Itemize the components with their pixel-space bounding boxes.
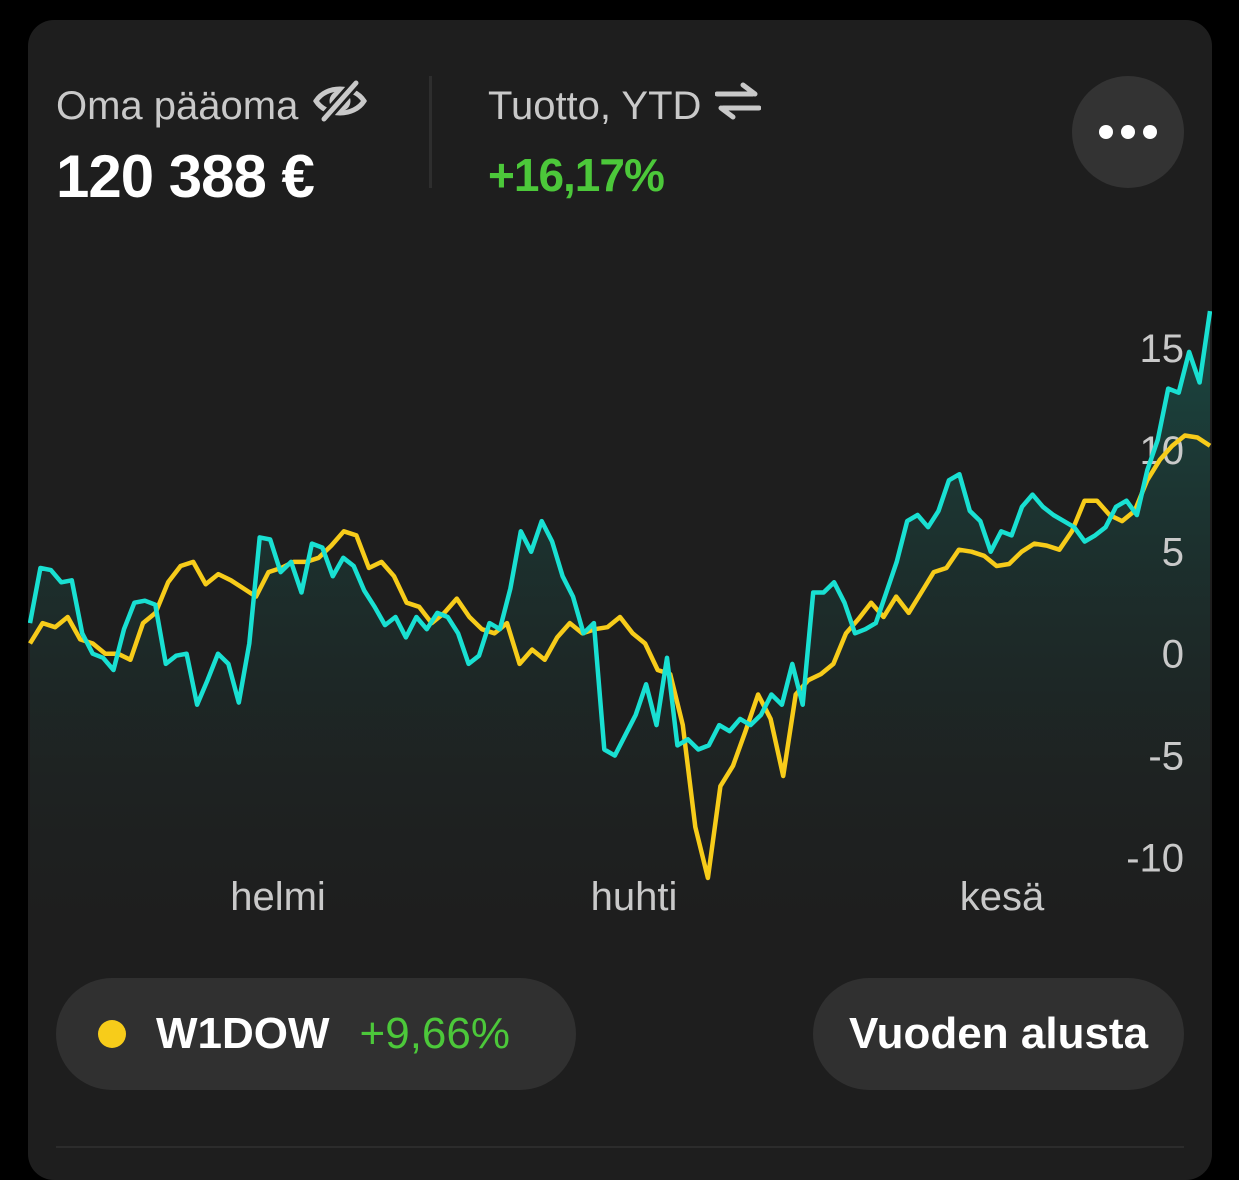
portfolio-card: Oma pääoma 120 388 € Tuotto, YTD (28, 20, 1212, 1180)
section-divider (56, 1146, 1184, 1148)
performance-chart[interactable]: 15 10 5 0 -5 -10 helmi huhti kesä (28, 20, 1212, 940)
equity-label: Oma pääoma (56, 83, 299, 128)
x-axis-label: kesä (960, 875, 1045, 919)
benchmark-value: +9,66% (359, 1009, 510, 1058)
more-dots-icon (1099, 125, 1113, 139)
eye-off-icon[interactable] (312, 79, 368, 133)
period-selector[interactable]: Vuoden alusta (813, 978, 1184, 1090)
y-tick-label: -5 (1148, 735, 1184, 779)
benchmark-selector[interactable]: W1DOW +9,66% (56, 978, 576, 1090)
benchmark-line (28, 433, 1212, 881)
x-axis-label: helmi (230, 875, 326, 919)
x-axis-label: huhti (591, 875, 678, 919)
y-tick-label: 10 (1140, 429, 1185, 473)
header-divider (429, 76, 432, 188)
period-label: Vuoden alusta (848, 1009, 1149, 1058)
swap-arrows-icon[interactable] (714, 81, 762, 131)
return-stat[interactable]: Tuotto, YTD +16,17% (488, 78, 762, 202)
y-tick-label: 5 (1162, 531, 1184, 575)
benchmark-name: W1DOW (156, 1009, 330, 1058)
y-tick-label: 15 (1140, 327, 1185, 371)
portfolio-area (30, 311, 1210, 940)
return-label: Tuotto, YTD (488, 83, 702, 128)
equity-stat[interactable]: Oma pääoma 120 388 € (56, 78, 368, 211)
portfolio-line (28, 310, 1212, 758)
return-value: +16,17% (488, 149, 665, 201)
benchmark-dot-icon (98, 1020, 126, 1048)
y-tick-label: 0 (1162, 633, 1184, 677)
y-tick-label: -10 (1126, 837, 1184, 881)
equity-value: 120 388 € (56, 143, 315, 210)
more-button[interactable] (1072, 76, 1184, 188)
